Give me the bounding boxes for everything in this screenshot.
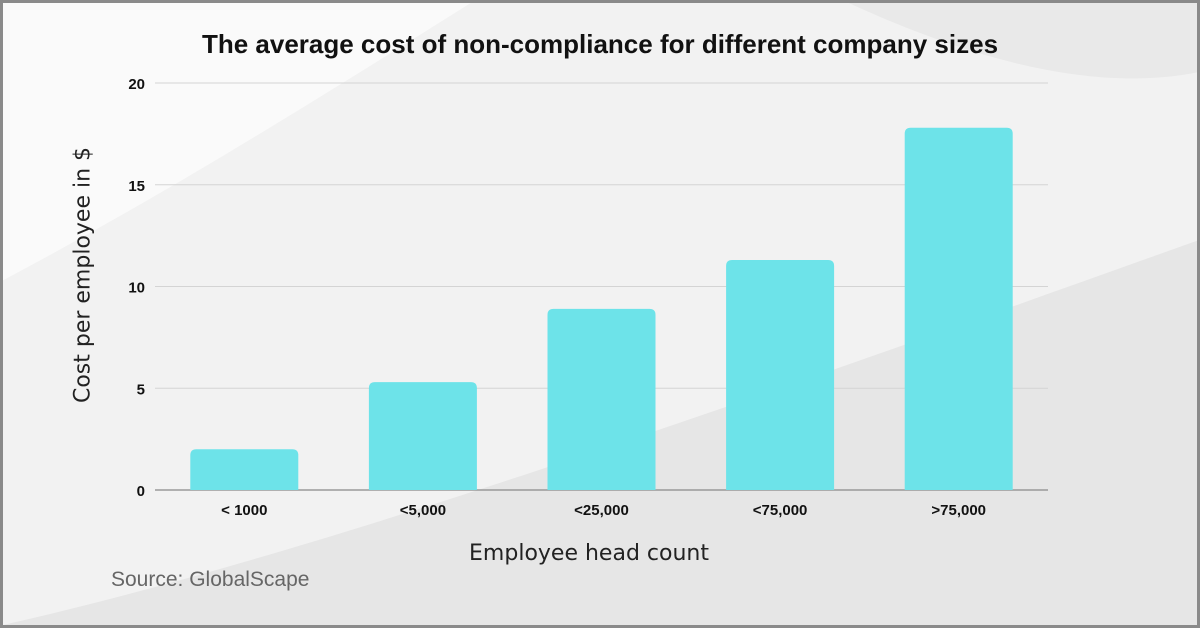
x-tick-label: < 1000 bbox=[221, 502, 267, 519]
bar bbox=[190, 449, 299, 490]
x-tick-label: <75,000 bbox=[753, 502, 808, 519]
x-tick-label: <25,000 bbox=[574, 502, 629, 519]
bars bbox=[190, 127, 1013, 491]
y-tick-label: 20 bbox=[128, 76, 145, 93]
y-tick-label: 0 bbox=[137, 483, 145, 500]
bar bbox=[368, 382, 477, 490]
y-tick-label: 5 bbox=[137, 381, 145, 398]
y-tick-label: 10 bbox=[128, 280, 145, 297]
bar bbox=[547, 308, 656, 490]
gridlines bbox=[155, 82, 1048, 491]
x-tick-label: <5,000 bbox=[400, 502, 446, 519]
plot-area: 0 5 10 15 20 < 1000 <5,000 <25,000 <75,000 >75,0… bbox=[128, 76, 1048, 519]
y-tick-label: 15 bbox=[128, 178, 145, 195]
x-axis-label: Employee head count bbox=[469, 541, 709, 566]
x-tick-labels: < 1000 <5,000 <25,000 <75,000 >75,000 bbox=[221, 502, 986, 519]
chart-title: The average cost of non-compliance for d… bbox=[201, 29, 999, 59]
bar bbox=[726, 260, 835, 490]
bar bbox=[904, 127, 1013, 491]
y-tick-labels: 0 5 10 15 20 bbox=[128, 76, 145, 500]
source-note: Source: GlobalScape bbox=[111, 568, 310, 591]
x-tick-label: >75,000 bbox=[931, 502, 986, 519]
